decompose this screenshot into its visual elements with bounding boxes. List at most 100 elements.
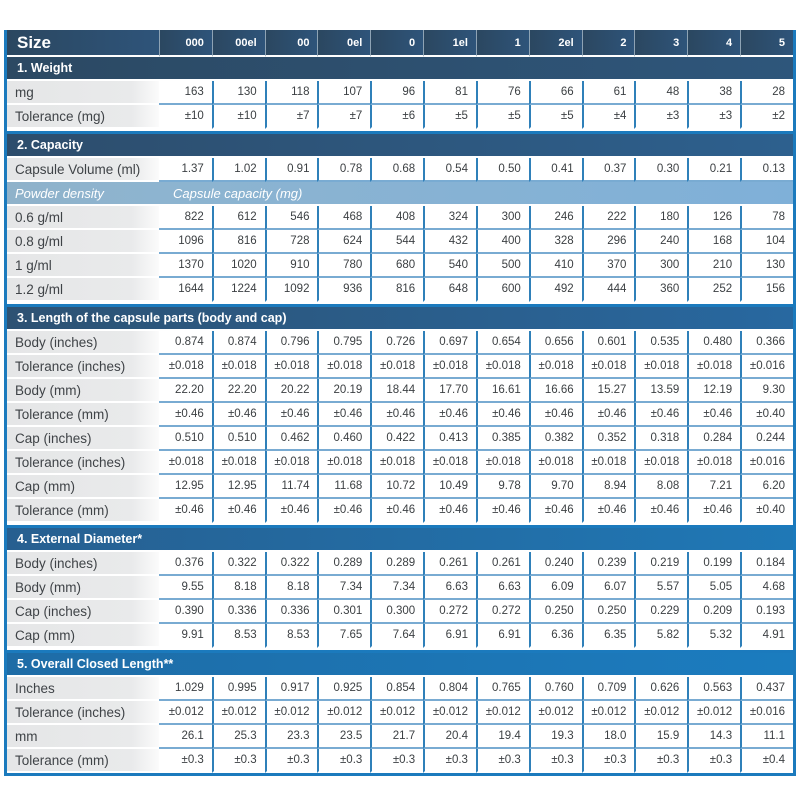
value-cell: 0.656 [528, 331, 582, 355]
table-row: 1.2 g/ml 1644 1224 1092 936 816 648 600 492 444 36… [7, 278, 793, 302]
value-cell: ±0.40 [740, 403, 793, 427]
value-cell: 300 [634, 254, 688, 278]
value-cell: 0.322 [211, 552, 265, 576]
capsule-capacity-caption: Capsule capacity (mg) [159, 182, 793, 206]
value-cell: 156 [740, 278, 793, 302]
value-cell: 936 [317, 278, 371, 302]
row-label-cell: Cap (inches) [7, 427, 159, 451]
value-cell: 22.20 [159, 379, 212, 403]
value-cell: ±4 [581, 105, 635, 129]
row-label-cell: mm [7, 725, 159, 749]
value-cell: 0.50 [475, 158, 529, 182]
value-cell: 180 [634, 206, 688, 230]
value-cell: 246 [528, 206, 582, 230]
value-cell: 0.199 [687, 552, 741, 576]
value-cell: ±0.46 [581, 499, 635, 523]
value-cell: 444 [581, 278, 635, 302]
value-cell: 0.250 [581, 600, 635, 624]
value-cell: ±10 [159, 105, 212, 129]
value-cell: ±0.3 [581, 749, 635, 773]
value-cell: 0.184 [740, 552, 793, 576]
value-cell: ±0.46 [264, 403, 318, 427]
value-cell: ±5 [475, 105, 529, 129]
value-cell: 8.53 [211, 624, 265, 648]
value-cell: 0.229 [634, 600, 688, 624]
value-cell: ±3 [687, 105, 741, 129]
value-cell: ±0.012 [370, 701, 424, 725]
column-header-cell: 00 [264, 30, 318, 57]
row-label-cell: 0.8 g/ml [7, 230, 159, 254]
table-row: Body (mm) 22.20 22.20 20.22 20.19 18.44 17.70 1… [7, 379, 793, 403]
value-cell: 26.1 [159, 725, 212, 749]
value-cell: 408 [370, 206, 424, 230]
value-cell: 61 [581, 81, 635, 105]
value-cell: 23.5 [317, 725, 371, 749]
value-cell: ±0.46 [528, 403, 582, 427]
value-cell: 816 [211, 230, 265, 254]
value-cell: 0.261 [475, 552, 529, 576]
value-cell: 0.709 [581, 677, 635, 701]
column-header-cell: 5 [740, 30, 793, 57]
value-cell: ±0.016 [740, 355, 793, 379]
value-cell: ±0.3 [475, 749, 529, 773]
row-label-cell: Tolerance (mm) [7, 499, 159, 523]
value-cell: 107 [317, 81, 371, 105]
value-cell: 0.21 [687, 158, 741, 182]
value-cell: 7.21 [687, 475, 741, 499]
value-cell: 540 [423, 254, 476, 278]
value-cell: 0.854 [370, 677, 424, 701]
value-cell: ±0.3 [159, 749, 212, 773]
table-row: mg 163 130 118 107 96 81 76 66 61 48 38 28 [7, 81, 793, 105]
value-cell: 118 [264, 81, 318, 105]
value-cell: 0.917 [264, 677, 318, 701]
value-cell: 8.18 [211, 576, 265, 600]
value-cell: 0.289 [317, 552, 371, 576]
column-header-cell: 4 [687, 30, 741, 57]
value-cell: ±7 [317, 105, 371, 129]
value-cell: 0.437 [740, 677, 793, 701]
value-cell: 130 [211, 81, 265, 105]
row-label-cell: Cap (inches) [7, 600, 159, 624]
value-cell: ±7 [264, 105, 318, 129]
value-cell: ±0.018 [528, 355, 582, 379]
value-cell: 0.240 [528, 552, 582, 576]
value-cell: ±0.018 [475, 355, 529, 379]
section-header-row: 4. External Diameter* [7, 528, 793, 552]
table-row: 0.6 g/ml 822 612 546 468 408 324 300 246 222 180 12… [7, 206, 793, 230]
capsule-size-spec-table: Size 000 00el 00 0el 0 1el 1 2el 2 3 4 5 1. Weight m… [4, 30, 796, 776]
value-cell: ±0.46 [528, 499, 582, 523]
value-cell: 0.462 [264, 427, 318, 451]
section-separator [7, 302, 793, 307]
value-cell: 0.261 [423, 552, 476, 576]
row-label-cell: Capsule Volume (ml) [7, 158, 159, 182]
value-cell: ±0.012 [423, 701, 476, 725]
value-cell: 0.239 [581, 552, 635, 576]
table-row: Body (inches) 0.376 0.322 0.322 0.289 0.289 0.… [7, 552, 793, 576]
value-cell: 0.654 [475, 331, 529, 355]
value-cell: 0.804 [423, 677, 476, 701]
row-label-cell: Body (inches) [7, 552, 159, 576]
value-cell: ±0.018 [475, 451, 529, 475]
value-cell: 0.874 [211, 331, 265, 355]
section-header-row: 5. Overall Closed Length** [7, 653, 793, 677]
table-row: Tolerance (mm) ±0.46 ±0.46 ±0.46 ±0.46 ±0.46 ±… [7, 499, 793, 523]
value-cell: 0.601 [581, 331, 635, 355]
value-cell: 910 [264, 254, 318, 278]
value-cell: ±0.018 [634, 451, 688, 475]
column-header-cell: 1 [475, 30, 529, 57]
section-header-row: 2. Capacity [7, 134, 793, 158]
value-cell: 21.7 [370, 725, 424, 749]
column-header-cell: 1el [423, 30, 476, 57]
table-row: Tolerance (inches) ±0.012 ±0.012 ±0.012 ±0.0… [7, 701, 793, 725]
section-separator [7, 129, 793, 134]
value-cell: 1370 [159, 254, 212, 278]
value-cell: ±0.46 [211, 499, 265, 523]
table-row: Tolerance (inches) ±0.018 ±0.018 ±0.018 ±0.0… [7, 355, 793, 379]
row-label-cell: Tolerance (mm) [7, 403, 159, 427]
value-cell: 324 [423, 206, 476, 230]
value-cell: 600 [475, 278, 529, 302]
value-cell: 300 [475, 206, 529, 230]
value-cell: 18.44 [370, 379, 424, 403]
value-cell: ±10 [211, 105, 265, 129]
value-cell: ±0.018 [687, 451, 741, 475]
